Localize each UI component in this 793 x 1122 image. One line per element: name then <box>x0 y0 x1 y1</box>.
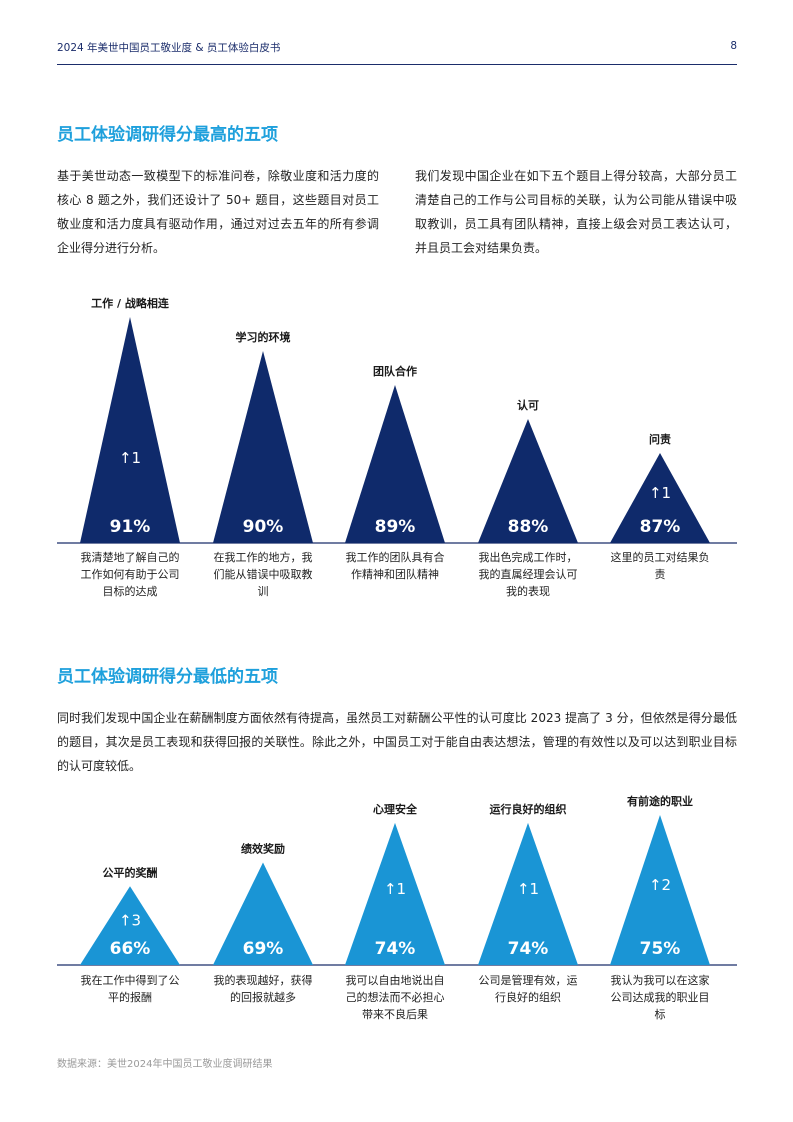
category-label: 心理安全 <box>373 802 418 816</box>
item-description: 我在工作中得到了公平的报酬 <box>80 974 180 1004</box>
value-label: 74% <box>508 939 549 959</box>
category-label: 绩效奖励 <box>241 842 285 856</box>
item-description: 我可以自由地说出自己的想法而不必担心带来不良后果 <box>345 974 445 1021</box>
document-title: 2024 年美世中国员工敬业度 & 员工体验白皮书 <box>57 42 281 54</box>
value-label: 88% <box>508 517 549 537</box>
item-description: 我清楚地了解自己的工作如何有助于公司目标的达成 <box>80 551 180 598</box>
change-indicator: ↑1 <box>384 880 406 898</box>
change-indicator: ↑1 <box>119 449 141 467</box>
bottom-section-title: 员工体验调研得分最低的五项 <box>57 667 278 687</box>
triangle-bar <box>80 317 180 543</box>
item-description: 我的表现越好，获得的回报就越多 <box>213 974 313 1004</box>
category-label: 问责 <box>649 432 671 446</box>
value-label: 69% <box>243 939 284 959</box>
item-description: 在我工作的地方，我们能从错误中吸取教训 <box>213 551 313 598</box>
category-label: 认可 <box>517 398 539 412</box>
category-label: 运行良好的组织 <box>490 802 567 816</box>
chart-item: 75% 有前途的职业 ↑2 <box>610 794 710 965</box>
triangle-bar <box>345 822 445 965</box>
bottom-para: 同时我们发现中国企业在薪酬制度方面依然有待提高，虽然员工对薪酬公平性的认可度比 … <box>57 711 737 773</box>
change-indicator: ↑3 <box>119 912 141 930</box>
item-description: 这里的员工对结果负责 <box>610 551 710 581</box>
data-source: 数据来源：美世2024年中国员工敬业度调研结果 <box>57 1059 273 1070</box>
top-para-left: 基于美世动态一致模型下的标准问卷，除敬业度和活力度的核心 8 题之外，我们还设计… <box>57 169 379 255</box>
value-label: 75% <box>640 939 681 959</box>
page-number: 8 <box>730 40 737 52</box>
chart-item: 69% 绩效奖励 <box>213 842 313 965</box>
value-label: 66% <box>110 939 151 959</box>
bottom5-chart: 66% 公平的奖酬 ↑3 69% 绩效奖励 74% 心理安全 ↑1 74% 运行良好的组织 ↑1 75… <box>57 794 737 966</box>
category-label: 学习的环境 <box>236 330 291 344</box>
value-label: 74% <box>375 939 416 959</box>
top-section-title: 员工体验调研得分最高的五项 <box>57 125 278 145</box>
value-label: 89% <box>375 517 416 537</box>
triangle-bar <box>478 419 578 543</box>
chart-item: 88% 认可 <box>478 398 578 543</box>
change-indicator: ↑2 <box>649 876 671 894</box>
item-description: 我认为我可以在这家公司达成我的职业目标 <box>610 974 710 1021</box>
chart-item: 74% 运行良好的组织 ↑1 <box>478 802 578 965</box>
value-label: 91% <box>110 517 151 537</box>
category-label: 工作 / 战略相连 <box>91 296 170 310</box>
triangle-bar <box>610 815 710 965</box>
page-header: 2024 年美世中国员工敬业度 & 员工体验白皮书 8 <box>57 36 737 65</box>
triangle-bar <box>345 385 445 543</box>
value-label: 90% <box>243 517 284 537</box>
category-label: 团队合作 <box>373 364 417 378</box>
chart-item: 89% 团队合作 <box>345 364 445 543</box>
item-description: 公司是管理有效，运行良好的组织 <box>478 974 578 1004</box>
triangle-bar <box>610 453 710 543</box>
triangle-bar <box>213 351 313 543</box>
chart-item: 91% 工作 / 战略相连 ↑1 <box>80 296 180 543</box>
category-label: 公平的奖酬 <box>103 865 158 879</box>
triangle-bar <box>478 822 578 965</box>
chart-item: 74% 心理安全 ↑1 <box>345 802 445 965</box>
triangle-bar <box>213 862 313 965</box>
top5-chart: 91% 工作 / 战略相连 ↑1 90% 学习的环境 89% 团队合作 88% 认可 87% 问责 ↑… <box>57 296 737 544</box>
triangle-bar <box>80 886 180 965</box>
chart-item: 87% 问责 ↑1 <box>610 432 710 543</box>
top-para-right: 我们发现中国企业在如下五个题目上得分较高，大部分员工清楚自己的工作与公司目标的关… <box>415 169 737 255</box>
chart-item: 66% 公平的奖酬 ↑3 <box>80 865 180 965</box>
value-label: 87% <box>640 517 681 537</box>
change-indicator: ↑1 <box>649 484 671 502</box>
item-description: 我出色完成工作时，我的直属经理会认可我的表现 <box>478 551 578 598</box>
change-indicator: ↑1 <box>517 880 539 898</box>
item-description: 我工作的团队具有合作精神和团队精神 <box>345 551 445 581</box>
category-label: 有前途的职业 <box>627 794 693 808</box>
chart-item: 90% 学习的环境 <box>213 330 313 543</box>
